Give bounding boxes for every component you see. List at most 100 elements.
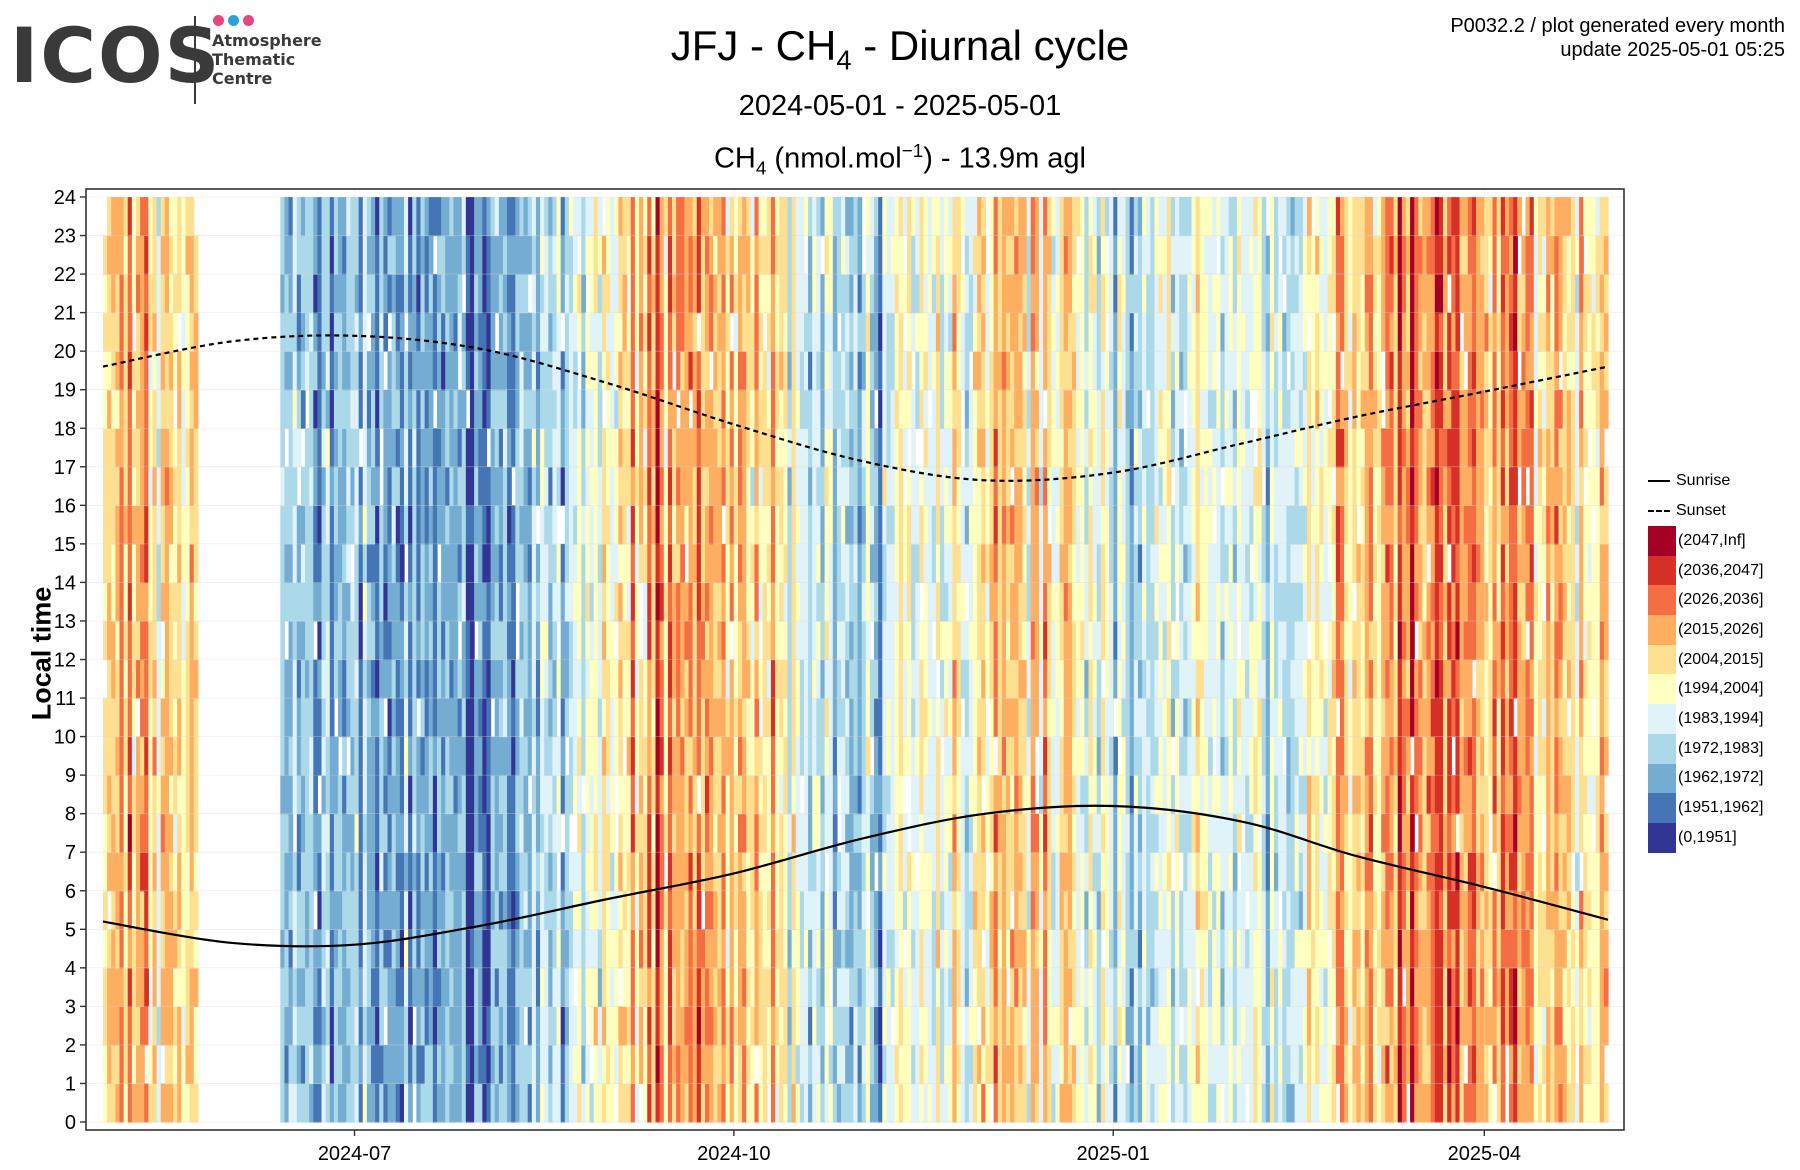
heatmap-cell: [960, 736, 966, 776]
heatmap-cell: [288, 466, 294, 506]
heatmap-cell: [564, 813, 570, 853]
heatmap-cell: [358, 1044, 364, 1085]
heatmap-cell: [696, 582, 702, 622]
heatmap-cell: [816, 505, 822, 545]
heatmap-cell: [841, 389, 846, 429]
heatmap-cell: [927, 813, 933, 853]
heatmap-cell: [634, 235, 640, 275]
heatmap-cell: [544, 698, 549, 738]
heatmap-cell: [684, 197, 690, 237]
heatmap-cell: [177, 351, 182, 391]
heatmap-cell: [742, 351, 747, 391]
heatmap-cell: [680, 428, 685, 468]
heatmap-cell: [507, 235, 512, 275]
heatmap-cell: [408, 659, 413, 699]
heatmap-cell: [383, 736, 389, 776]
heatmap-cell: [375, 351, 380, 391]
heatmap-cell: [469, 505, 475, 545]
heatmap-cell: [853, 274, 859, 314]
heatmap-cell: [371, 466, 376, 506]
heatmap-cell: [519, 543, 525, 584]
heatmap-cell: [993, 813, 999, 853]
heatmap-cell: [523, 466, 529, 506]
heatmap-cell: [997, 582, 1003, 622]
heatmap-cell: [581, 351, 587, 391]
heatmap-cell: [828, 543, 834, 584]
heatmap-cell: [989, 852, 995, 892]
heatmap-cell: [684, 890, 690, 930]
heatmap-cell: [131, 351, 137, 391]
heatmap-cell: [944, 428, 949, 468]
heatmap-cell: [622, 235, 628, 275]
heatmap-cell: [173, 274, 178, 314]
heatmap-cell: [325, 197, 331, 237]
heatmap-cell: [923, 235, 929, 275]
heatmap-cell: [321, 852, 327, 892]
heatmap-cell: [412, 351, 417, 391]
heatmap-cell: [461, 197, 467, 237]
heatmap-cell: [1063, 852, 1069, 892]
heatmap-cell: [593, 274, 599, 314]
heatmap-cell: [581, 659, 587, 699]
heatmap-cell: [725, 235, 731, 275]
heatmap-cell: [342, 775, 347, 815]
heatmap-cell: [948, 428, 953, 468]
heatmap-cell: [560, 1044, 566, 1085]
heatmap-cell: [177, 274, 182, 314]
heatmap-cell: [944, 852, 949, 892]
heatmap-cell: [329, 890, 335, 930]
heatmap-cell: [556, 428, 562, 468]
heatmap-cell: [812, 505, 817, 545]
heatmap-cell: [404, 890, 409, 930]
heatmap-cell: [436, 1083, 442, 1123]
heatmap-cell: [317, 389, 323, 429]
heatmap-cell: [1010, 1083, 1015, 1123]
heatmap-cell: [395, 813, 401, 853]
heatmap-cell: [791, 659, 797, 699]
heatmap-cell: [358, 351, 364, 391]
heatmap-cell: [907, 197, 912, 237]
heatmap-cell: [803, 389, 809, 429]
heatmap-cell: [898, 428, 904, 468]
heatmap-cell: [960, 1044, 966, 1085]
heatmap-cell: [375, 197, 380, 237]
heatmap-cell: [160, 235, 166, 275]
heatmap-cell: [342, 197, 347, 237]
heatmap-cell: [803, 1006, 809, 1046]
heatmap-cell: [721, 620, 727, 661]
heatmap-cell: [366, 620, 372, 661]
heatmap-cell: [1059, 813, 1065, 853]
heatmap-cell: [560, 1006, 566, 1046]
heatmap-cell: [469, 813, 475, 853]
heatmap-cell: [486, 351, 492, 391]
heatmap-cell: [379, 235, 384, 275]
heatmap-cell: [688, 312, 694, 352]
heatmap-cell: [672, 582, 677, 622]
heatmap-cell: [284, 274, 290, 314]
heatmap-cell: [647, 351, 652, 391]
heatmap-cell: [775, 274, 780, 314]
heatmap-cell: [672, 852, 677, 892]
heatmap-cell: [325, 351, 331, 391]
heatmap-cell: [700, 1083, 706, 1123]
heatmap-cell: [164, 736, 170, 776]
heatmap-cell: [733, 620, 739, 661]
heatmap-cell: [156, 274, 162, 314]
heatmap-cell: [667, 1044, 673, 1085]
heatmap-cell: [300, 620, 306, 661]
heatmap-cell: [152, 389, 158, 429]
heatmap-cell: [721, 197, 727, 237]
heatmap-cell: [593, 235, 599, 275]
heatmap-cell: [127, 197, 133, 237]
heatmap-cell: [700, 582, 706, 622]
heatmap-cell: [103, 274, 108, 314]
heatmap-cell: [680, 659, 685, 699]
heatmap-cell: [189, 389, 195, 429]
heatmap-cell: [948, 582, 953, 622]
heatmap-cell: [981, 389, 986, 429]
heatmap-cell: [354, 466, 360, 506]
heatmap-cell: [1047, 813, 1052, 853]
heatmap-cell: [1051, 466, 1057, 506]
heatmap-cell: [288, 736, 294, 776]
heatmap-cell: [1026, 967, 1032, 1007]
